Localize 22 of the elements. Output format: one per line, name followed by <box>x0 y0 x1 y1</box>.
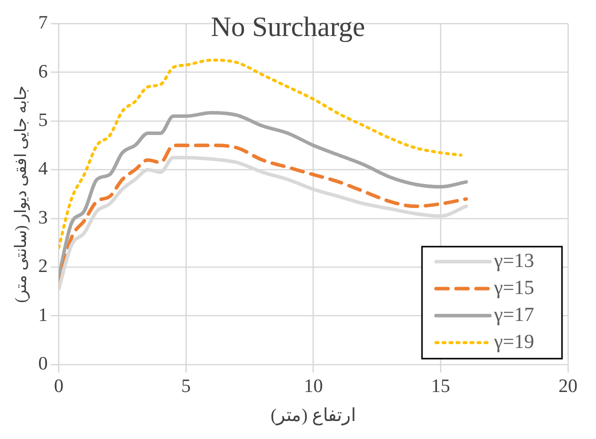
x-axis-title: ارتفاع (متر) <box>270 404 356 426</box>
x-tick-label: 0 <box>54 376 64 397</box>
y-tick-label: 3 <box>38 207 48 228</box>
line-series <box>58 110 468 279</box>
y-tick-label: 0 <box>38 354 48 375</box>
y-tick-label: 2 <box>38 256 48 278</box>
legend-label: γ=17 <box>493 304 534 326</box>
x-tick-label: 5 <box>181 376 191 397</box>
legend-label: γ=15 <box>493 276 534 299</box>
x-tick-label: 10 <box>304 376 323 397</box>
y-tick-label: 5 <box>38 110 48 132</box>
legend-label: γ=19 <box>493 330 534 353</box>
y-tick-label: 7 <box>38 12 48 34</box>
x-tick-label: 20 <box>558 376 578 397</box>
line-series <box>58 58 463 250</box>
y-tick-label: 4 <box>38 158 48 180</box>
x-tick-label: 15 <box>431 376 450 397</box>
chart-title: No Surcharge <box>210 12 366 44</box>
legend-label: γ=13 <box>493 250 534 272</box>
y-tick-label: 1 <box>38 304 48 326</box>
y-axis-title: جابه جایی افقی دیوار (سانتی متر) <box>12 85 30 303</box>
y-tick-label: 6 <box>38 61 48 82</box>
